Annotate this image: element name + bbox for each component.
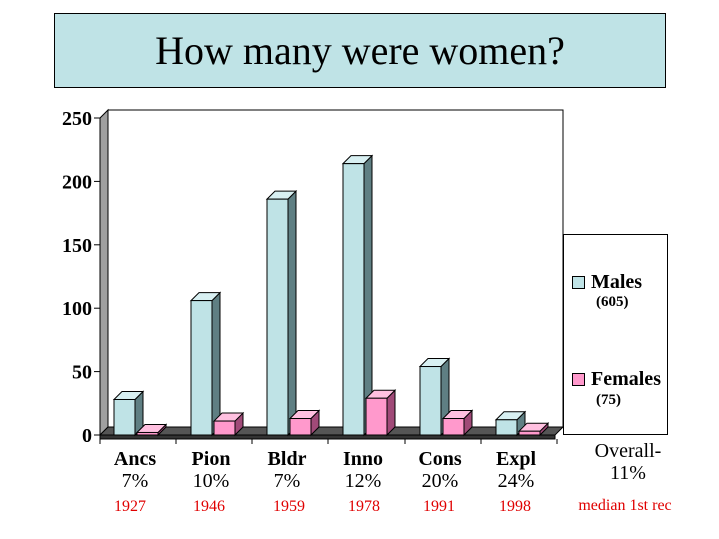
year-label: 1927 bbox=[114, 498, 146, 515]
legend: Males (605) Females (75) bbox=[563, 234, 668, 435]
males-swatch bbox=[572, 276, 585, 289]
year-label: 1991 bbox=[423, 498, 455, 515]
category-name: Expl bbox=[495, 448, 537, 470]
y-tick-label: 0 bbox=[82, 425, 92, 447]
category-percent: 12% bbox=[344, 470, 382, 492]
year-label: 1946 bbox=[193, 498, 225, 515]
year-label: 1978 bbox=[348, 498, 380, 515]
legend-label-females: Females bbox=[591, 368, 661, 390]
male-bar-side bbox=[287, 189, 297, 437]
male-bar bbox=[266, 198, 289, 436]
y-tick-label: 50 bbox=[72, 362, 92, 384]
overall-text: Overall- bbox=[594, 440, 662, 462]
year-label: 1998 bbox=[499, 498, 531, 515]
male-bar bbox=[113, 398, 136, 436]
female-bar bbox=[365, 397, 388, 436]
category-label: Cons 20% bbox=[405, 448, 475, 492]
y-tick-label: 100 bbox=[62, 298, 92, 320]
category-percent: 7% bbox=[273, 470, 301, 492]
y-tick-label: 150 bbox=[62, 235, 92, 257]
female-bar bbox=[213, 420, 236, 436]
male-bar bbox=[190, 300, 213, 436]
median-note: median 1st rec bbox=[578, 497, 672, 514]
y-tick-label: 250 bbox=[62, 108, 92, 130]
legend-count-females: (75) bbox=[596, 392, 621, 408]
overall-label: Overall- 11% bbox=[578, 440, 678, 484]
year-label: 1959 bbox=[273, 498, 305, 515]
category-name: Ancs bbox=[113, 448, 157, 470]
females-swatch bbox=[572, 373, 585, 386]
legend-item-females: Females bbox=[572, 368, 661, 391]
category-percent: 10% bbox=[192, 470, 230, 492]
male-bar-side bbox=[211, 291, 221, 437]
y-tick-label: 200 bbox=[62, 171, 92, 193]
legend-label-males: Males bbox=[591, 271, 643, 293]
category-percent: 20% bbox=[421, 470, 459, 492]
category-percent: 24% bbox=[497, 470, 535, 492]
category-percent: 7% bbox=[121, 470, 149, 492]
legend-count-males: (605) bbox=[596, 294, 629, 310]
category-name: Cons bbox=[418, 448, 462, 470]
male-bar bbox=[419, 366, 442, 436]
category-name: Bldr bbox=[267, 448, 307, 470]
floor-front bbox=[99, 434, 556, 440]
male-bar bbox=[342, 163, 365, 436]
title-box: How many were women? bbox=[54, 13, 666, 88]
category-label: Ancs 7% bbox=[100, 448, 170, 492]
chart-title: How many were women? bbox=[155, 28, 565, 73]
category-label: Bldr 7% bbox=[252, 448, 322, 492]
category-label: Expl 24% bbox=[481, 448, 551, 492]
category-name: Inno bbox=[342, 448, 384, 470]
category-label: Pion 10% bbox=[176, 448, 246, 492]
floor-top bbox=[98, 426, 565, 436]
female-bar bbox=[289, 418, 312, 436]
legend-item-males: Males bbox=[572, 271, 642, 294]
male-bar bbox=[495, 419, 518, 436]
plot-back-wall bbox=[107, 109, 564, 428]
plot-wall-side bbox=[99, 108, 109, 437]
overall-value: 11% bbox=[610, 462, 646, 484]
category-name: Pion bbox=[191, 448, 231, 470]
category-label: Inno 12% bbox=[328, 448, 398, 492]
female-bar bbox=[136, 431, 159, 436]
female-bar bbox=[518, 430, 541, 436]
female-bar bbox=[442, 418, 465, 436]
